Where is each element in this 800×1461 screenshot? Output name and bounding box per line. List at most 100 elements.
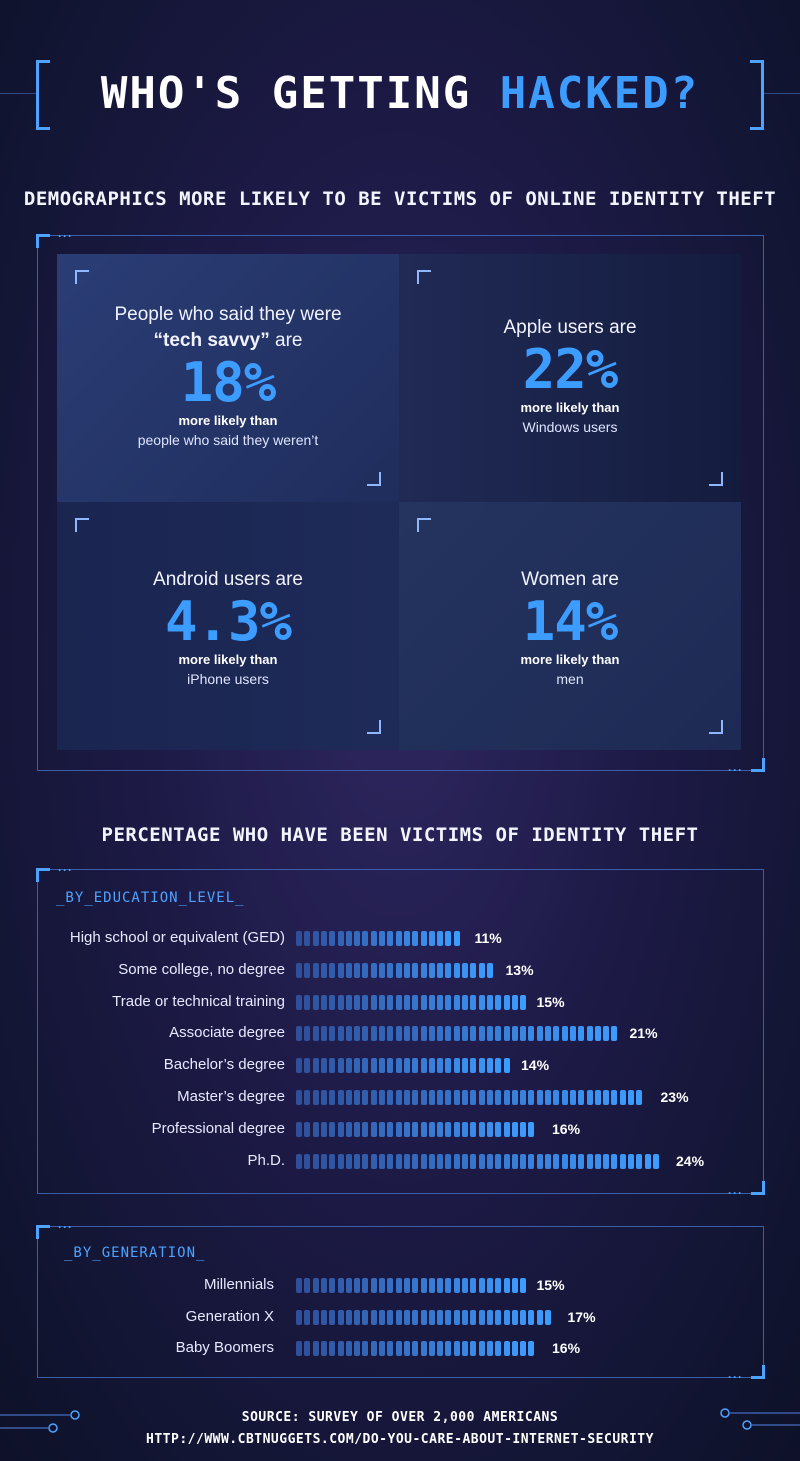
- stat-card-tech-savvy: People who said they were “tech savvy” a…: [57, 254, 399, 502]
- bar-segment: [437, 962, 444, 978]
- stat-comparison: Windows users: [522, 419, 618, 435]
- bar-segment: [420, 962, 427, 978]
- stat-percent: 18%: [180, 351, 277, 414]
- panel-corner: [36, 234, 50, 248]
- education-chart-title: _BY_EDUCATION_LEVEL_: [56, 890, 245, 906]
- bar-segment: [478, 1026, 485, 1042]
- bar-segment: [345, 1026, 352, 1042]
- bar-segment: [304, 994, 311, 1010]
- bar-segment: [329, 1153, 336, 1169]
- bar-segment: [437, 1278, 444, 1293]
- bar-segment: [536, 1309, 543, 1325]
- bar-segment: [362, 931, 369, 946]
- bar-value-label: 11%: [474, 930, 502, 946]
- stat-more-likely: more likely than: [178, 413, 278, 428]
- bar-segment: [594, 1153, 601, 1169]
- bar-segment: [478, 1278, 485, 1293]
- bar-segment: [296, 1121, 302, 1137]
- bar-segment: [329, 931, 336, 946]
- bar-segment: [362, 962, 369, 978]
- bar-segment: [395, 962, 402, 978]
- bar-segment: [403, 1278, 410, 1293]
- bar-segment: [437, 1153, 444, 1169]
- bar-category-label: Millennials: [203, 1276, 274, 1293]
- stat-percent: 14%: [522, 590, 619, 653]
- bar-segment: [387, 931, 394, 946]
- bracket-corner: [750, 116, 764, 130]
- bar-segment: [412, 994, 419, 1010]
- panel-corner: [751, 758, 765, 772]
- bar: [296, 962, 498, 978]
- bar-category-label: Master’s degree: [177, 1088, 285, 1105]
- bar-segment: [320, 1121, 327, 1137]
- bar-segment: [545, 1090, 551, 1105]
- bar-segment: [362, 1058, 369, 1074]
- bar-segment: [412, 962, 419, 978]
- bar-segment: [520, 1278, 527, 1293]
- bar-segment: [370, 931, 377, 946]
- bar-segment: [495, 1026, 502, 1042]
- bar-value-label: 24%: [676, 1152, 705, 1169]
- bar-segment: [329, 1058, 336, 1074]
- bar-segment: [495, 1090, 502, 1105]
- bar: [296, 1090, 653, 1105]
- bar-segment: [420, 994, 427, 1010]
- bar-segment: [312, 1278, 319, 1293]
- bar-segment: [503, 1153, 510, 1169]
- bar-segment: [478, 1153, 485, 1169]
- card-corner: [75, 270, 89, 284]
- bar-segment: [362, 1090, 369, 1105]
- bar-segment: [379, 1026, 385, 1042]
- bracket-corner: [36, 116, 50, 130]
- bar-segment: [337, 1058, 344, 1074]
- demographics-panel: ··· ··· People who said they were “tech …: [36, 230, 765, 776]
- bar-segment: [628, 1153, 634, 1169]
- bar-segment: [437, 1309, 444, 1325]
- bar-segment: [462, 1309, 468, 1325]
- bar-segment: [553, 1026, 560, 1042]
- bar-segment: [462, 994, 468, 1010]
- bar-segment: [304, 1309, 311, 1325]
- bar-segment: [428, 994, 435, 1010]
- bar-value-label: 14%: [521, 1057, 550, 1074]
- bar-segment: [495, 1153, 502, 1169]
- bar-segment: [362, 994, 369, 1010]
- bar-segment: [395, 1341, 402, 1356]
- panel-corner: [36, 868, 50, 882]
- bar-segment: [312, 1058, 319, 1074]
- bar-segment: [478, 1309, 485, 1325]
- stat-more-likely: more likely than: [178, 652, 278, 667]
- bar-segment: [370, 1121, 377, 1137]
- bar-segment: [337, 1121, 344, 1137]
- bar-segment: [503, 1026, 510, 1042]
- bar-segment: [462, 1278, 468, 1293]
- bar-segment: [412, 1278, 419, 1293]
- bar-segment: [462, 1058, 468, 1074]
- bar-segment: [462, 1090, 468, 1105]
- bar-segment: [329, 1309, 336, 1325]
- bar-segment: [486, 1278, 493, 1293]
- bar-segment: [329, 1278, 336, 1293]
- bar-segment: [379, 1278, 385, 1293]
- bar-segment: [312, 1153, 319, 1169]
- bar-segment: [387, 1309, 394, 1325]
- bar-segment: [345, 1153, 352, 1169]
- bar-segment: [470, 1278, 477, 1293]
- bar-segment: [379, 1121, 385, 1137]
- bar-segment: [412, 1153, 419, 1169]
- bar-row: Trade or technical training 15%: [38, 992, 765, 1012]
- bar-segment: [495, 1309, 502, 1325]
- bar-segment: [478, 962, 485, 978]
- bar-segment: [486, 994, 493, 1010]
- bar-segment: [296, 1278, 302, 1293]
- bar-segment: [520, 1341, 527, 1356]
- bar-segment: [478, 1121, 485, 1137]
- title-part-1: WHO'S GETTING: [100, 68, 472, 119]
- bar-segment: [486, 1090, 493, 1105]
- bar-segment: [345, 1090, 352, 1105]
- bar-segment: [428, 1341, 435, 1356]
- bar-segment: [379, 1058, 385, 1074]
- bar-segment: [569, 1090, 576, 1105]
- bar-segment: [578, 1026, 585, 1042]
- bar-segment: [520, 1121, 527, 1137]
